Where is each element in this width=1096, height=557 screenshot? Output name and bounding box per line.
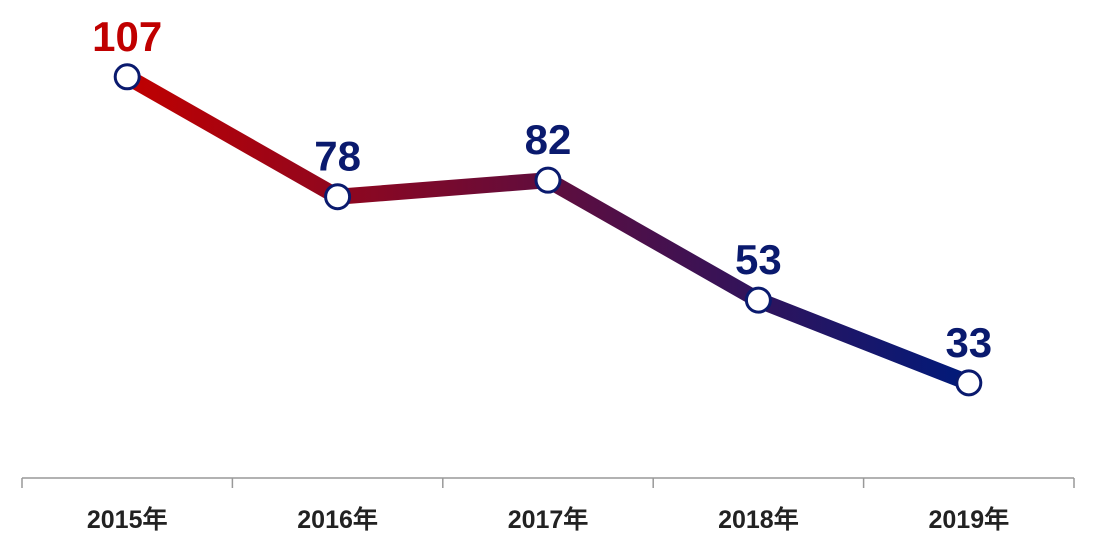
marker <box>113 63 141 91</box>
value-label: 82 <box>525 116 572 163</box>
value-label: 78 <box>314 133 361 180</box>
x-tick-label: 2017年 <box>508 505 589 534</box>
marker <box>955 369 983 397</box>
x-tick-label: 2018年 <box>718 505 799 534</box>
marker <box>744 286 772 314</box>
marker <box>324 183 352 211</box>
value-label: 53 <box>735 236 782 283</box>
x-tick-label: 2016年 <box>297 505 378 534</box>
x-tick-label: 2015年 <box>87 505 168 534</box>
value-label: 107 <box>92 13 162 60</box>
value-label: 33 <box>945 319 992 366</box>
x-tick-label: 2019年 <box>928 505 1009 534</box>
marker <box>534 166 562 194</box>
